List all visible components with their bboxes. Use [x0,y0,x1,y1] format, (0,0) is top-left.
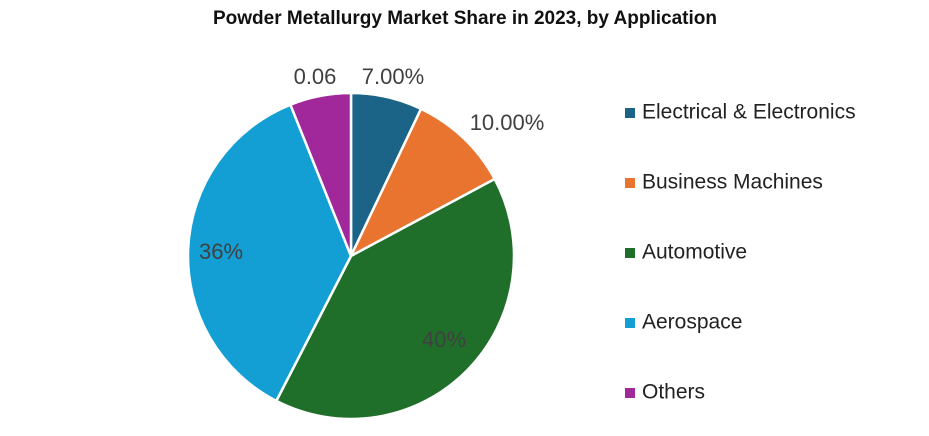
data-label: 40% [422,327,466,352]
legend-swatch [625,248,635,258]
legend-swatch [625,178,635,188]
legend-label: Electrical & Electronics [642,101,856,124]
legend-label: Automotive [642,241,747,264]
legend-swatch [625,108,635,118]
data-label: 36% [199,239,243,264]
chart-title: Powder Metallurgy Market Share in 2023, … [213,8,717,29]
pie-slice [186,103,353,403]
pie-slice [274,177,516,421]
data-label: 10.00% [470,110,545,135]
legend-swatch [625,388,635,398]
data-label: 0.06 [294,64,337,89]
legend-label: Aerospace [642,311,742,334]
legend-label: Others [642,381,705,404]
pie-slice [348,107,497,259]
legend-swatch [625,318,635,328]
pie-slice [288,91,353,257]
legend-label: Business Machines [642,171,823,194]
data-label: 7.00% [362,64,424,89]
